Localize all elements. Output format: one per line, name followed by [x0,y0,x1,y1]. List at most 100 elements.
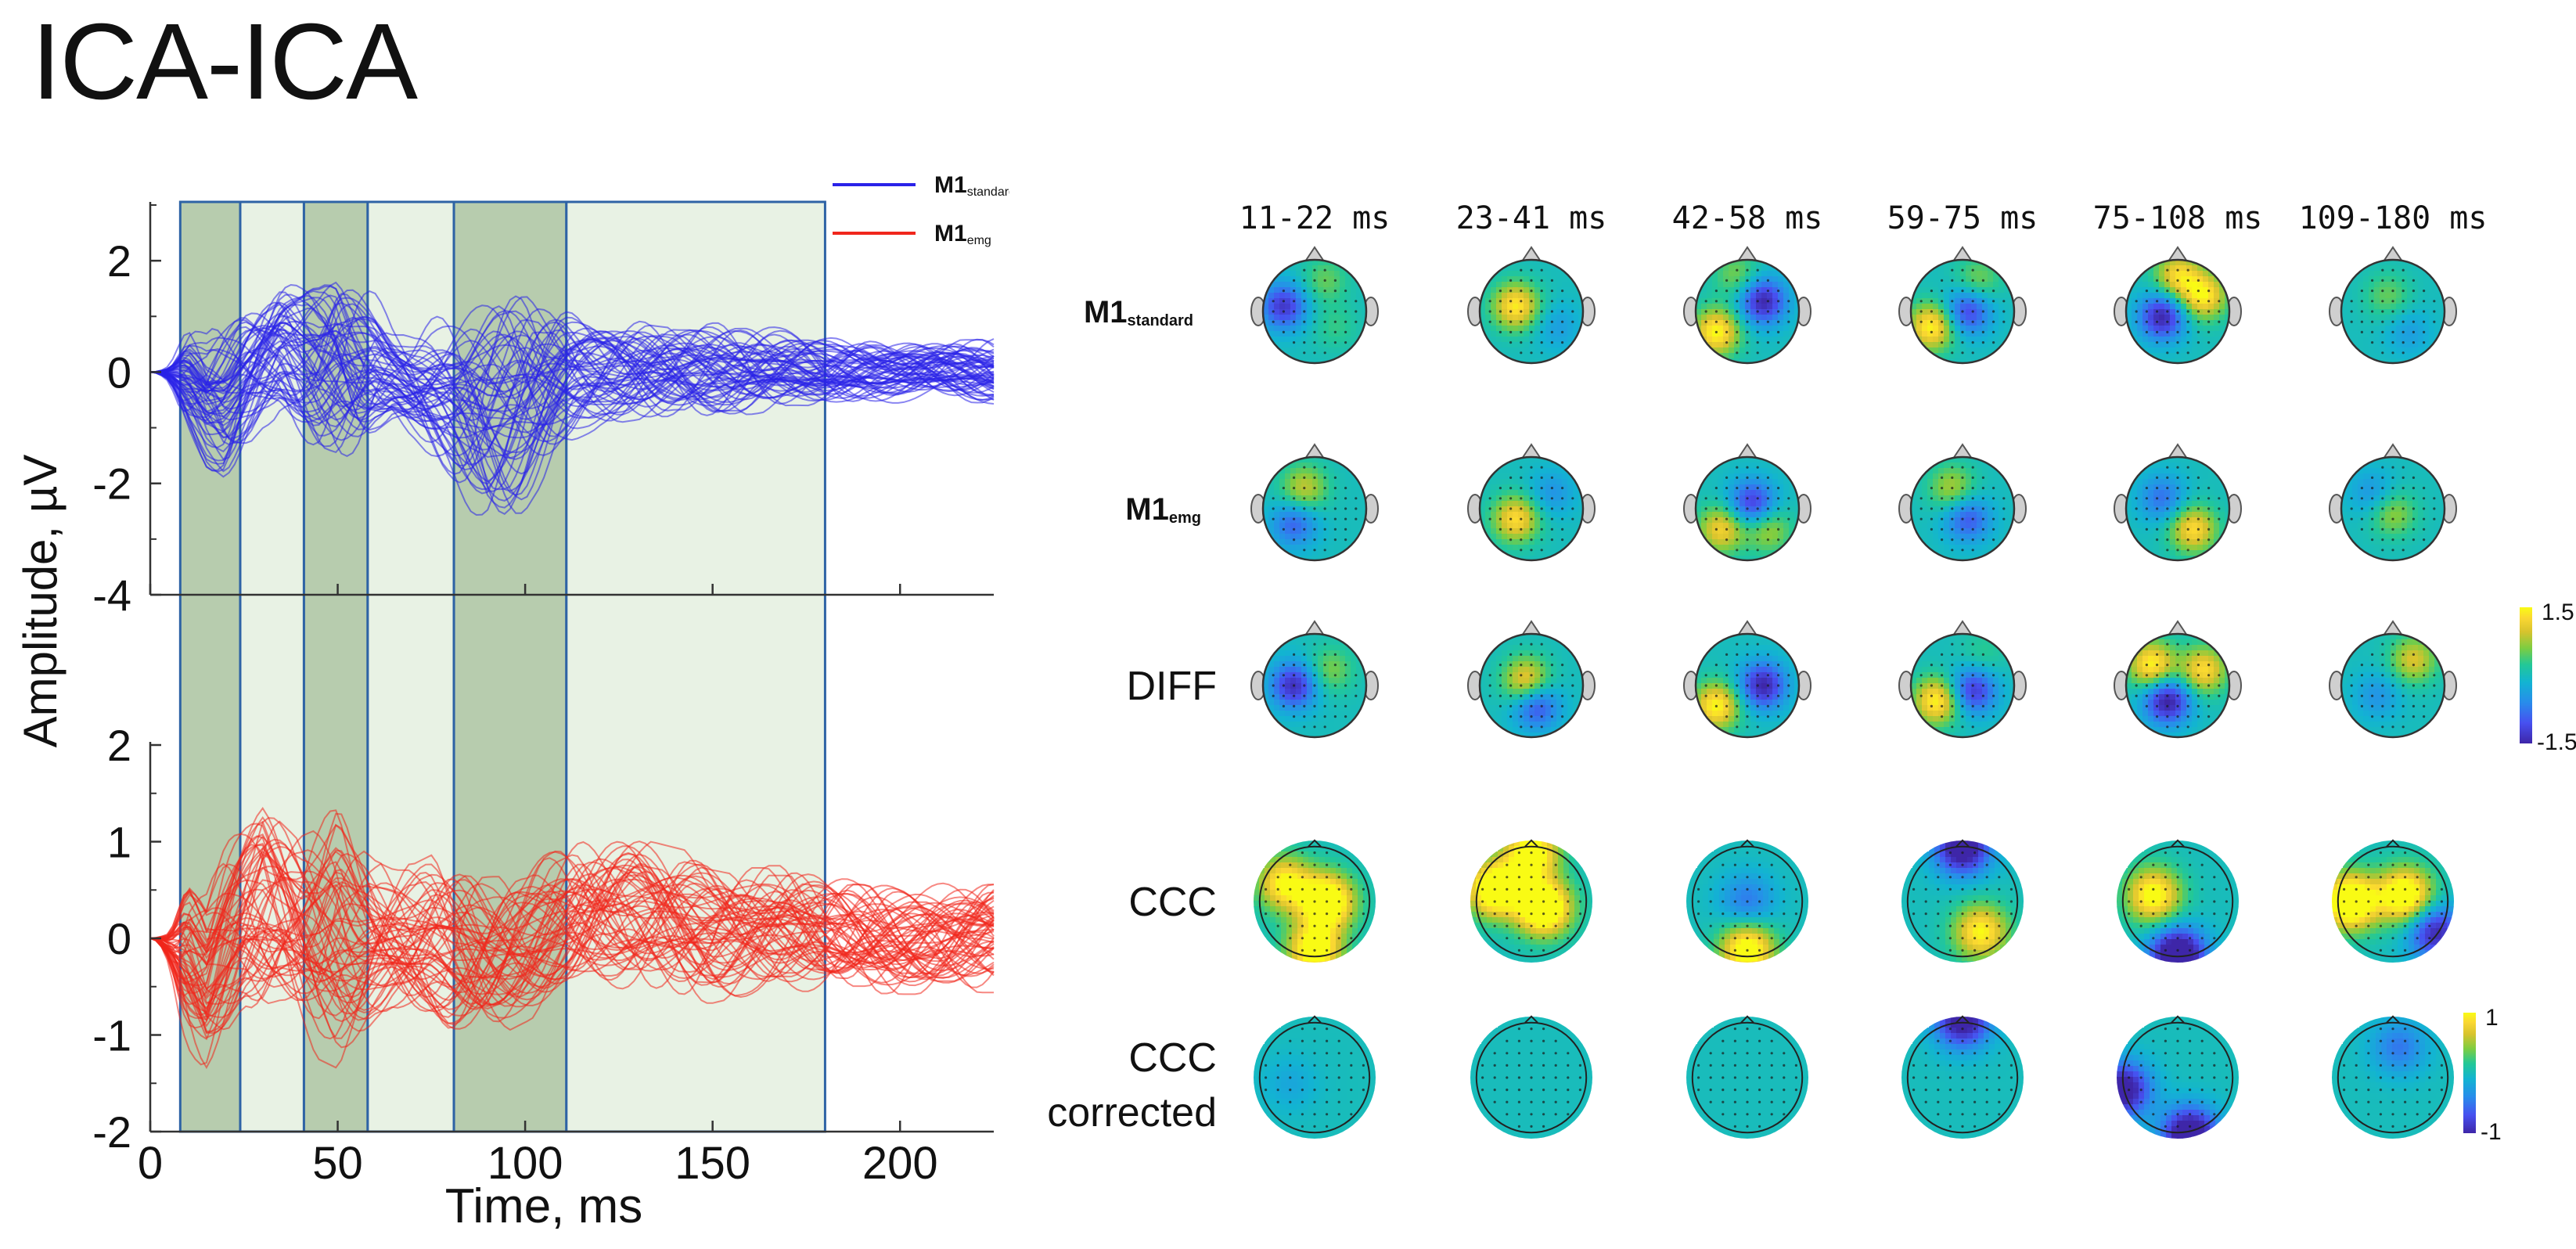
topo-cell [1701,320,1707,326]
topo-cell [1916,506,1923,513]
topo-cell [2159,282,2165,288]
topo-cell [2208,501,2214,507]
electrode [1313,290,1316,293]
topo-cell [1767,271,1773,277]
topo-cell [1772,342,1779,348]
topo-cell [1977,271,1983,277]
topo-cell [1740,473,1746,480]
topomap-field [1480,457,1583,560]
topo-cell [1977,495,1983,502]
topo-cell [1323,282,1329,288]
electrode [2186,341,2189,344]
topo-cell [1789,315,1795,321]
topo-cell [2429,512,2435,518]
topo-cell [2170,298,2176,304]
time-window-header: 59-75 ms [1887,200,2038,236]
topo-cell [1960,545,1966,551]
electrode [1992,487,1995,490]
electrode [1333,476,1337,480]
electrode [1756,310,1759,313]
topo-cell [1977,304,1983,310]
topo-cell [1734,315,1740,321]
electrode [1981,507,1984,510]
topo-cell [2347,484,2353,491]
topo-cell [1545,484,1552,491]
topo-cell [1323,353,1329,359]
electrode [1333,330,1337,333]
topo-cell [2396,331,2402,337]
topo-cell [1279,545,1286,551]
topo-cell [1701,512,1707,518]
trace-line [149,315,995,423]
topo-cell [2214,331,2220,337]
topo-cell [2225,506,2229,513]
topo-cell [1949,463,1955,469]
topo-cell [1323,304,1329,310]
topo-cell [1356,501,1362,507]
topo-cell [1323,689,1329,695]
topo-cell [1944,501,1950,507]
topo-cell [1556,271,1563,277]
topo-cell [2175,479,2182,485]
electrode [2360,300,2363,303]
topo-cell [1534,457,1541,463]
topo-cell [1794,309,1799,315]
topo-cell [2429,495,2435,502]
topo-cell [1285,495,1291,502]
topo-cell [1729,337,1735,343]
topo-cell [2153,468,2160,474]
topo-cell [1323,337,1329,343]
topo-cell [1274,490,1280,496]
electrode [1530,517,1533,520]
topo-cell [2385,315,2391,321]
electrode [1303,351,1306,355]
topo-cell [1723,353,1729,359]
topo-cell [1513,479,1519,485]
topo-cell [1290,512,1297,518]
topo-cell [1567,293,1574,299]
topomap-field [1480,260,1583,363]
topo-cell [1513,517,1519,524]
topo-cell [2352,506,2358,513]
electrode [1303,279,1306,282]
topo-cell [1750,556,1757,560]
topo-cell [1529,473,1535,480]
topo-cell [2148,342,2154,348]
topo-cell [2396,484,2402,491]
topo-cell [1701,495,1707,502]
electrode [2423,330,2426,333]
electrode [1550,497,1553,500]
topo-cell [1340,293,1346,299]
topo-cell [2358,342,2364,348]
topo-cell [2192,276,2198,283]
topo-cell [1351,517,1357,524]
topo-cell [1949,265,1955,272]
topo-cell [1756,265,1762,272]
electrode [1520,279,1523,282]
topo-cell [1966,287,1972,293]
topo-cell [1290,276,1297,283]
topo-cell [1977,479,1983,485]
topo-cell [1938,282,1945,288]
topo-cell [2208,468,2214,474]
electrode [1941,320,1944,323]
topo-cell [1290,337,1297,343]
topo-cell [1955,347,1961,354]
topo-cell [2186,512,2193,518]
electrode [2381,538,2384,542]
topo-cell [1274,705,1280,711]
topomap-field [1911,260,2014,363]
topo-cell [1491,326,1497,332]
topo-cell [2181,320,2187,326]
topo-cell [1767,276,1773,283]
topo-cell [1949,282,1955,288]
topo-cell [1556,304,1563,310]
topo-cell [2159,304,2165,310]
electrode [2002,300,2006,303]
topo-cell [2186,260,2193,266]
topo-cell [1318,293,1324,299]
electrode [1355,497,1358,500]
topo-cell [1960,271,1966,277]
topo-cell [1513,304,1519,310]
topo-cell [1518,331,1524,337]
